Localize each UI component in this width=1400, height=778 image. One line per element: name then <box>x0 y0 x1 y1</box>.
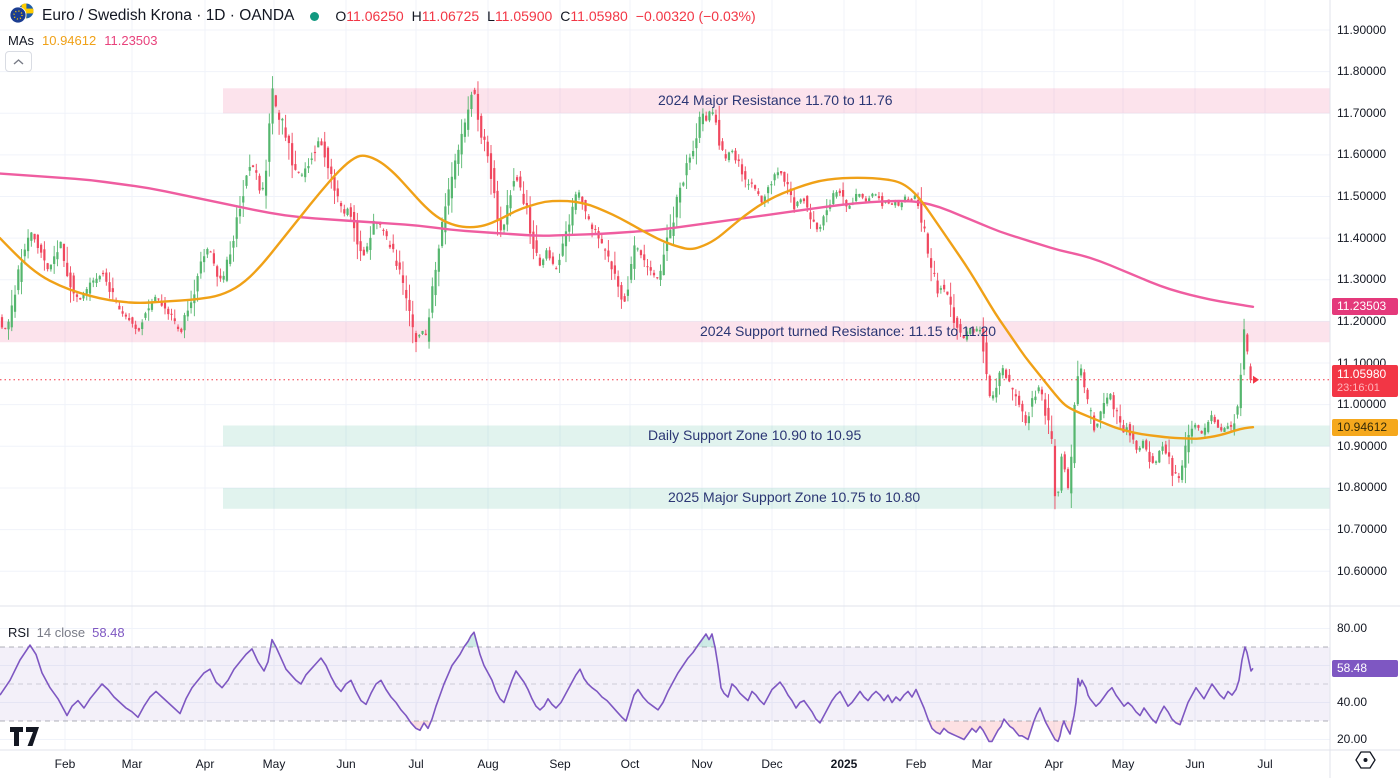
low-label: L <box>487 8 495 24</box>
rsi-line <box>0 631 1254 743</box>
high-label: H <box>411 8 422 24</box>
ma50-legend-value: 10.94612 <box>42 33 97 48</box>
chevron-up-icon <box>13 58 24 65</box>
ma50-line <box>0 154 1255 440</box>
symbol-title[interactable]: Euro / Swedish Krona · 1D · OANDA <box>42 7 295 24</box>
current-price-marker <box>1253 375 1259 384</box>
mas-legend: MAs 10.94612 11.23503 <box>8 33 158 48</box>
open-value: 11.06250 <box>346 8 404 24</box>
close-label: C <box>560 8 571 24</box>
close-value: 11.05980 <box>570 8 628 24</box>
symbol-header: Euro / Swedish Krona · 1D · OANDA O11.06… <box>8 3 756 30</box>
support-resistance-zones <box>0 88 1330 509</box>
ma200-price-badge: 11.23503 <box>1332 298 1398 315</box>
symbol-flags-icon <box>8 3 35 30</box>
gridlines <box>0 0 1330 750</box>
ma200-line <box>0 172 1255 308</box>
open-label: O <box>335 8 347 24</box>
bar-countdown-timer: 23:16:01 <box>1337 382 1380 394</box>
tradingview-logo[interactable] <box>10 727 39 746</box>
market-status-dot-icon <box>310 11 320 21</box>
rsi-value: 58.48 <box>92 625 125 640</box>
last-price-badge: 11.05980 23:16:01 <box>1332 365 1398 397</box>
rsi-pane <box>0 631 1330 743</box>
rsi-title: RSI <box>8 625 30 640</box>
eye-toggle-icon[interactable] <box>1355 751 1376 769</box>
mas-label: MAs <box>8 33 34 48</box>
high-value: 11.06725 <box>421 8 480 24</box>
low-value: 11.05900 <box>494 8 553 24</box>
ma200-legend-value: 11.23503 <box>104 33 158 48</box>
ohlc-values: O11.06250 H11.06725 L11.05900 C11.05980 … <box>335 8 755 24</box>
ma50-price-badge: 10.94612 <box>1332 419 1398 436</box>
change-value: −0.00320 (−0.03%) <box>635 8 756 24</box>
last-price-value: 11.05980 <box>1337 367 1387 381</box>
rsi-indicator-legend: RSI 14 close 58.48 <box>8 625 125 640</box>
rsi-value-badge: 58.48 <box>1332 660 1398 677</box>
collapse-panel-button[interactable] <box>5 51 32 72</box>
rsi-params: 14 close <box>36 625 86 640</box>
